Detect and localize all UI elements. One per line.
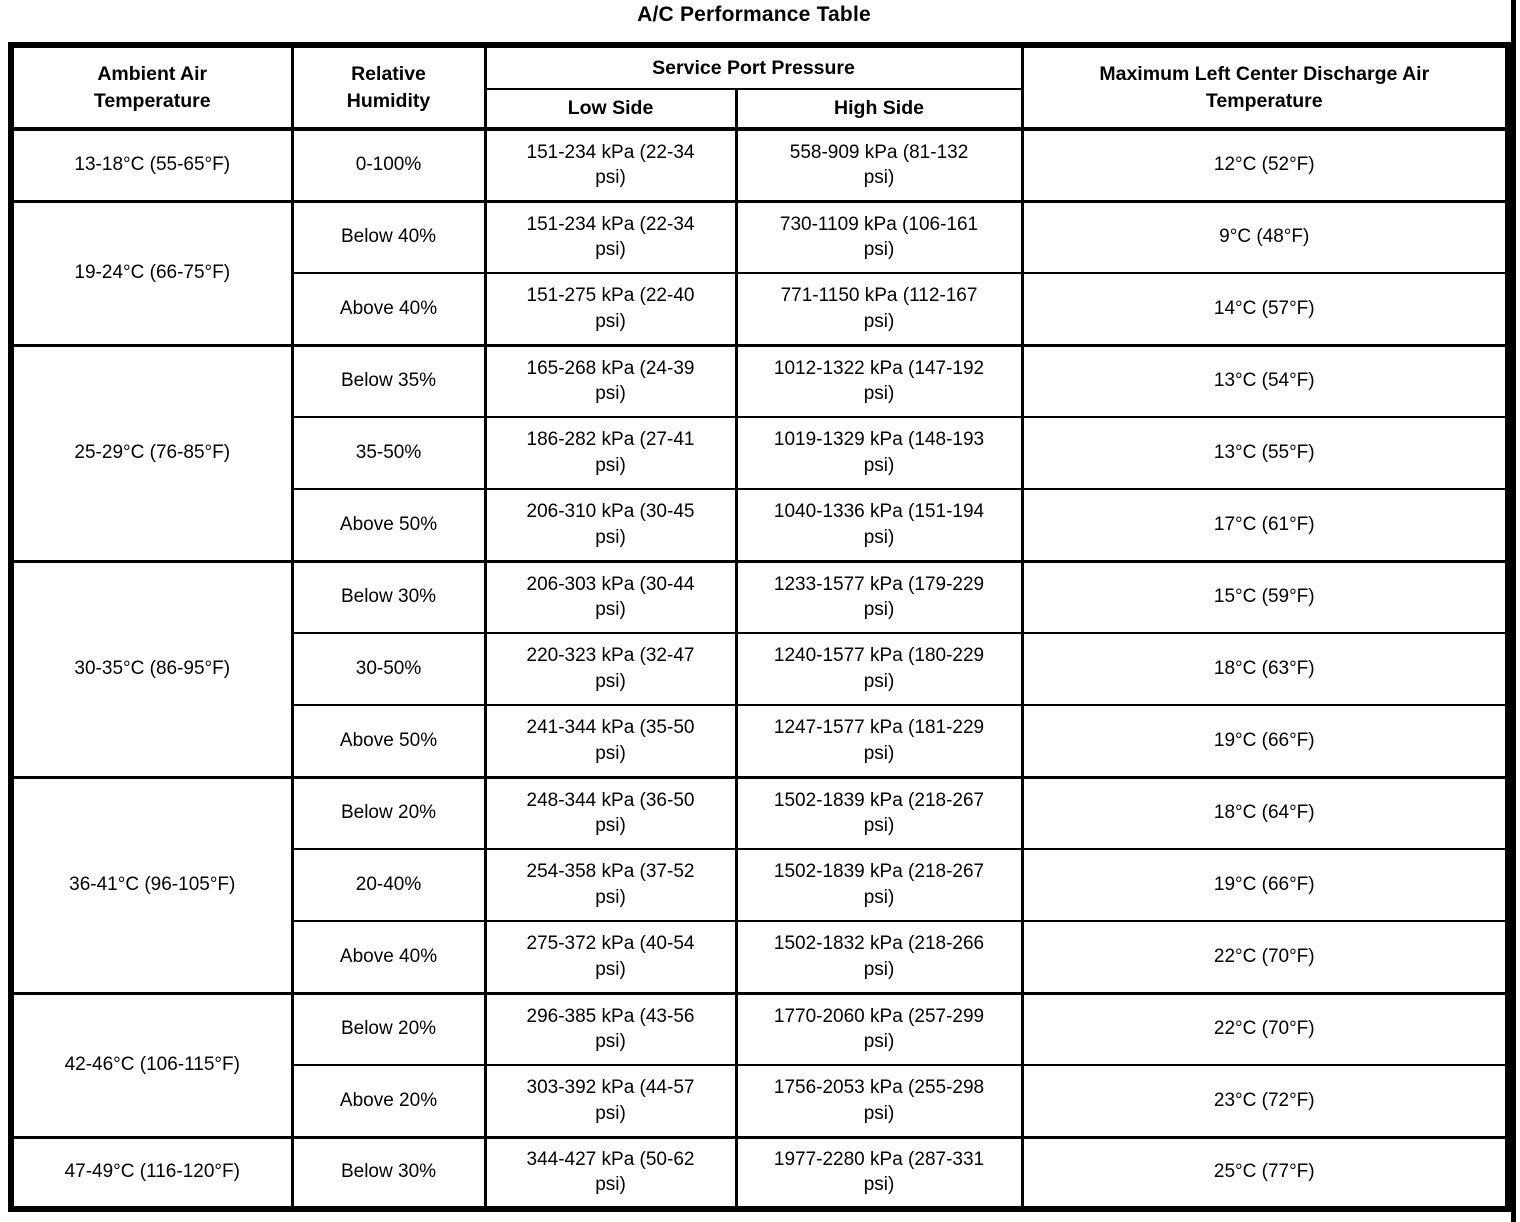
discharge-temperature-cell: 18°C (63°F) [1020,632,1510,706]
relative-humidity-cell: 20-40% [290,848,487,922]
table-row: 25-29°C (76-85°F) Below 35% 165-268 kPa (2… [9,343,1510,562]
low-side-pressure-cell: 254-358 kPa (37-52 psi) [483,848,738,922]
relative-humidity-cell: Below 40% [290,199,487,274]
table-row: 30-50% 220-323 kPa (32-47 psi) 1240-1577 k… [11,632,1510,706]
relative-humidity-cell: 35-50% [290,416,487,490]
header-service-port-pressure: Service Port Pressure [483,44,1024,90]
table-row: Above 40% 151-275 kPa (22-40 psi) 771-1150… [11,272,1510,346]
high-side-pressure-cell: 1502-1839 kPa (218-267 psi) [734,848,1024,922]
header-low-side: Low Side [483,88,738,130]
low-side-pressure-cell: 344-427 kPa (50-62 psi) [483,1135,738,1210]
discharge-temperature-cell: 15°C (59°F) [1020,559,1510,634]
table-row: 13-18°C (55-65°F) 0-100% 151-234 kPa (22-3… [9,127,1510,202]
low-side-pressure-cell: 275-372 kPa (40-54 psi) [483,920,738,994]
relative-humidity-cell: Below 30% [290,559,487,634]
low-side-pressure-cell: 296-385 kPa (43-56 psi) [483,991,738,1066]
discharge-temperature-cell: 9°C (48°F) [1020,199,1510,274]
ac-performance-table: Ambient Air Temperature Relative Humidit… [8,42,1512,1212]
high-side-pressure-cell: 1240-1577 kPa (180-229 psi) [734,632,1024,706]
header-ambient-air-temperature: Ambient Air Temperature [9,44,294,130]
relative-humidity-cell: Below 30% [290,1135,487,1210]
high-side-pressure-cell: 1502-1839 kPa (218-267 psi) [734,775,1024,850]
table-row: 42-46°C (106-115°F) Below 20% 296-385 kPa … [9,991,1510,1138]
table-row: Above 20% 303-392 kPa (44-57 psi) 1756-205… [11,1064,1510,1138]
table-row: 35-50% 186-282 kPa (27-41 psi) 1019-1329 k… [11,416,1510,490]
discharge-temperature-cell: 13°C (54°F) [1020,343,1510,418]
high-side-pressure-cell: 771-1150 kPa (112-167 psi) [734,272,1024,346]
table-row: 36-41°C (96-105°F) Below 20% 248-344 kPa (… [9,775,1510,994]
low-side-pressure-cell: 303-392 kPa (44-57 psi) [483,1064,738,1138]
table-title: A/C Performance Table [637,3,871,26]
low-side-pressure-cell: 241-344 kPa (35-50 psi) [483,704,738,778]
discharge-temperature-cell: 14°C (57°F) [1020,272,1510,346]
header-high-side: High Side [734,88,1024,130]
header-row-1: Ambient Air Temperature Relative Humidit… [9,44,1510,130]
low-side-pressure-cell: 186-282 kPa (27-41 psi) [483,416,738,490]
relative-humidity-cell: Above 40% [290,272,487,346]
high-side-pressure-cell: 1756-2053 kPa (255-298 psi) [734,1064,1024,1138]
table-row: 47-49°C (116-120°F) Below 30% 344-427 kPa … [9,1135,1510,1210]
relative-humidity-cell: Above 40% [290,920,487,994]
relative-humidity-cell: Above 50% [290,704,487,778]
high-side-pressure-cell: 1233-1577 kPa (179-229 psi) [734,559,1024,634]
high-side-pressure-cell: 1012-1322 kPa (147-192 psi) [734,343,1024,418]
discharge-temperature-cell: 22°C (70°F) [1020,991,1510,1066]
discharge-temperature-cell: 12°C (52°F) [1020,127,1510,202]
table-header: Ambient Air Temperature Relative Humidit… [9,44,1510,130]
low-side-pressure-cell: 206-310 kPa (30-45 psi) [483,488,738,562]
low-side-pressure-cell: 220-323 kPa (32-47 psi) [483,632,738,706]
table-row: 30-35°C (86-95°F) Below 30% 206-303 kPa (3… [9,559,1510,778]
table-row: 19-24°C (66-75°F) Below 40% 151-234 kPa (2… [9,199,1510,346]
low-side-pressure-cell: 151-234 kPa (22-34 psi) [483,127,738,202]
page-frame-right-border [1511,0,1516,1222]
high-side-pressure-cell: 730-1109 kPa (106-161 psi) [734,199,1024,274]
table-row: Above 40% 275-372 kPa (40-54 psi) 1502-183… [11,920,1510,994]
relative-humidity-cell: Above 50% [290,488,487,562]
header-relative-humidity: Relative Humidity [290,44,487,130]
table-row: Above 50% 241-344 kPa (35-50 psi) 1247-157… [11,704,1510,778]
ambient-temperature-cell: 13-18°C (55-65°F) [9,127,294,202]
high-side-pressure-cell: 1019-1329 kPa (148-193 psi) [734,416,1024,490]
discharge-temperature-cell: 22°C (70°F) [1020,920,1510,994]
high-side-pressure-cell: 1770-2060 kPa (257-299 psi) [734,991,1024,1066]
high-side-pressure-cell: 1502-1832 kPa (218-266 psi) [734,920,1024,994]
discharge-temperature-cell: 19°C (66°F) [1020,704,1510,778]
discharge-temperature-cell: 13°C (55°F) [1020,416,1510,490]
low-side-pressure-cell: 248-344 kPa (36-50 psi) [483,775,738,850]
discharge-temperature-cell: 18°C (64°F) [1020,775,1510,850]
low-side-pressure-cell: 206-303 kPa (30-44 psi) [483,559,738,634]
high-side-pressure-cell: 1977-2280 kPa (287-331 psi) [734,1135,1024,1210]
header-max-discharge-air-temperature: Maximum Left Center Discharge Air Temper… [1020,44,1510,130]
ambient-temperature-cell: 30-35°C (86-95°F) [9,559,294,778]
ambient-temperature-cell: 47-49°C (116-120°F) [9,1135,294,1210]
relative-humidity-cell: Below 20% [290,991,487,1066]
relative-humidity-cell: Above 20% [290,1064,487,1138]
ambient-temperature-cell: 36-41°C (96-105°F) [9,775,294,994]
high-side-pressure-cell: 558-909 kPa (81-132 psi) [734,127,1024,202]
discharge-temperature-cell: 19°C (66°F) [1020,848,1510,922]
ambient-temperature-cell: 25-29°C (76-85°F) [9,343,294,562]
low-side-pressure-cell: 151-234 kPa (22-34 psi) [483,199,738,274]
relative-humidity-cell: Below 35% [290,343,487,418]
table-row: Above 50% 206-310 kPa (30-45 psi) 1040-133… [11,488,1510,562]
table-body: 13-18°C (55-65°F) 0-100% 151-234 kPa (22-3… [9,127,1510,1210]
high-side-pressure-cell: 1040-1336 kPa (151-194 psi) [734,488,1024,562]
ambient-temperature-cell: 42-46°C (106-115°F) [9,991,294,1138]
ambient-temperature-cell: 19-24°C (66-75°F) [9,199,294,346]
table-row: 20-40% 254-358 kPa (37-52 psi) 1502-1839 k… [11,848,1510,922]
low-side-pressure-cell: 151-275 kPa (22-40 psi) [483,272,738,346]
relative-humidity-cell: Below 20% [290,775,487,850]
discharge-temperature-cell: 17°C (61°F) [1020,488,1510,562]
low-side-pressure-cell: 165-268 kPa (24-39 psi) [483,343,738,418]
discharge-temperature-cell: 23°C (72°F) [1020,1064,1510,1138]
discharge-temperature-cell: 25°C (77°F) [1020,1135,1510,1210]
relative-humidity-cell: 30-50% [290,632,487,706]
high-side-pressure-cell: 1247-1577 kPa (181-229 psi) [734,704,1024,778]
relative-humidity-cell: 0-100% [290,127,487,202]
header-row-2: Low Side High Side [11,88,1508,130]
